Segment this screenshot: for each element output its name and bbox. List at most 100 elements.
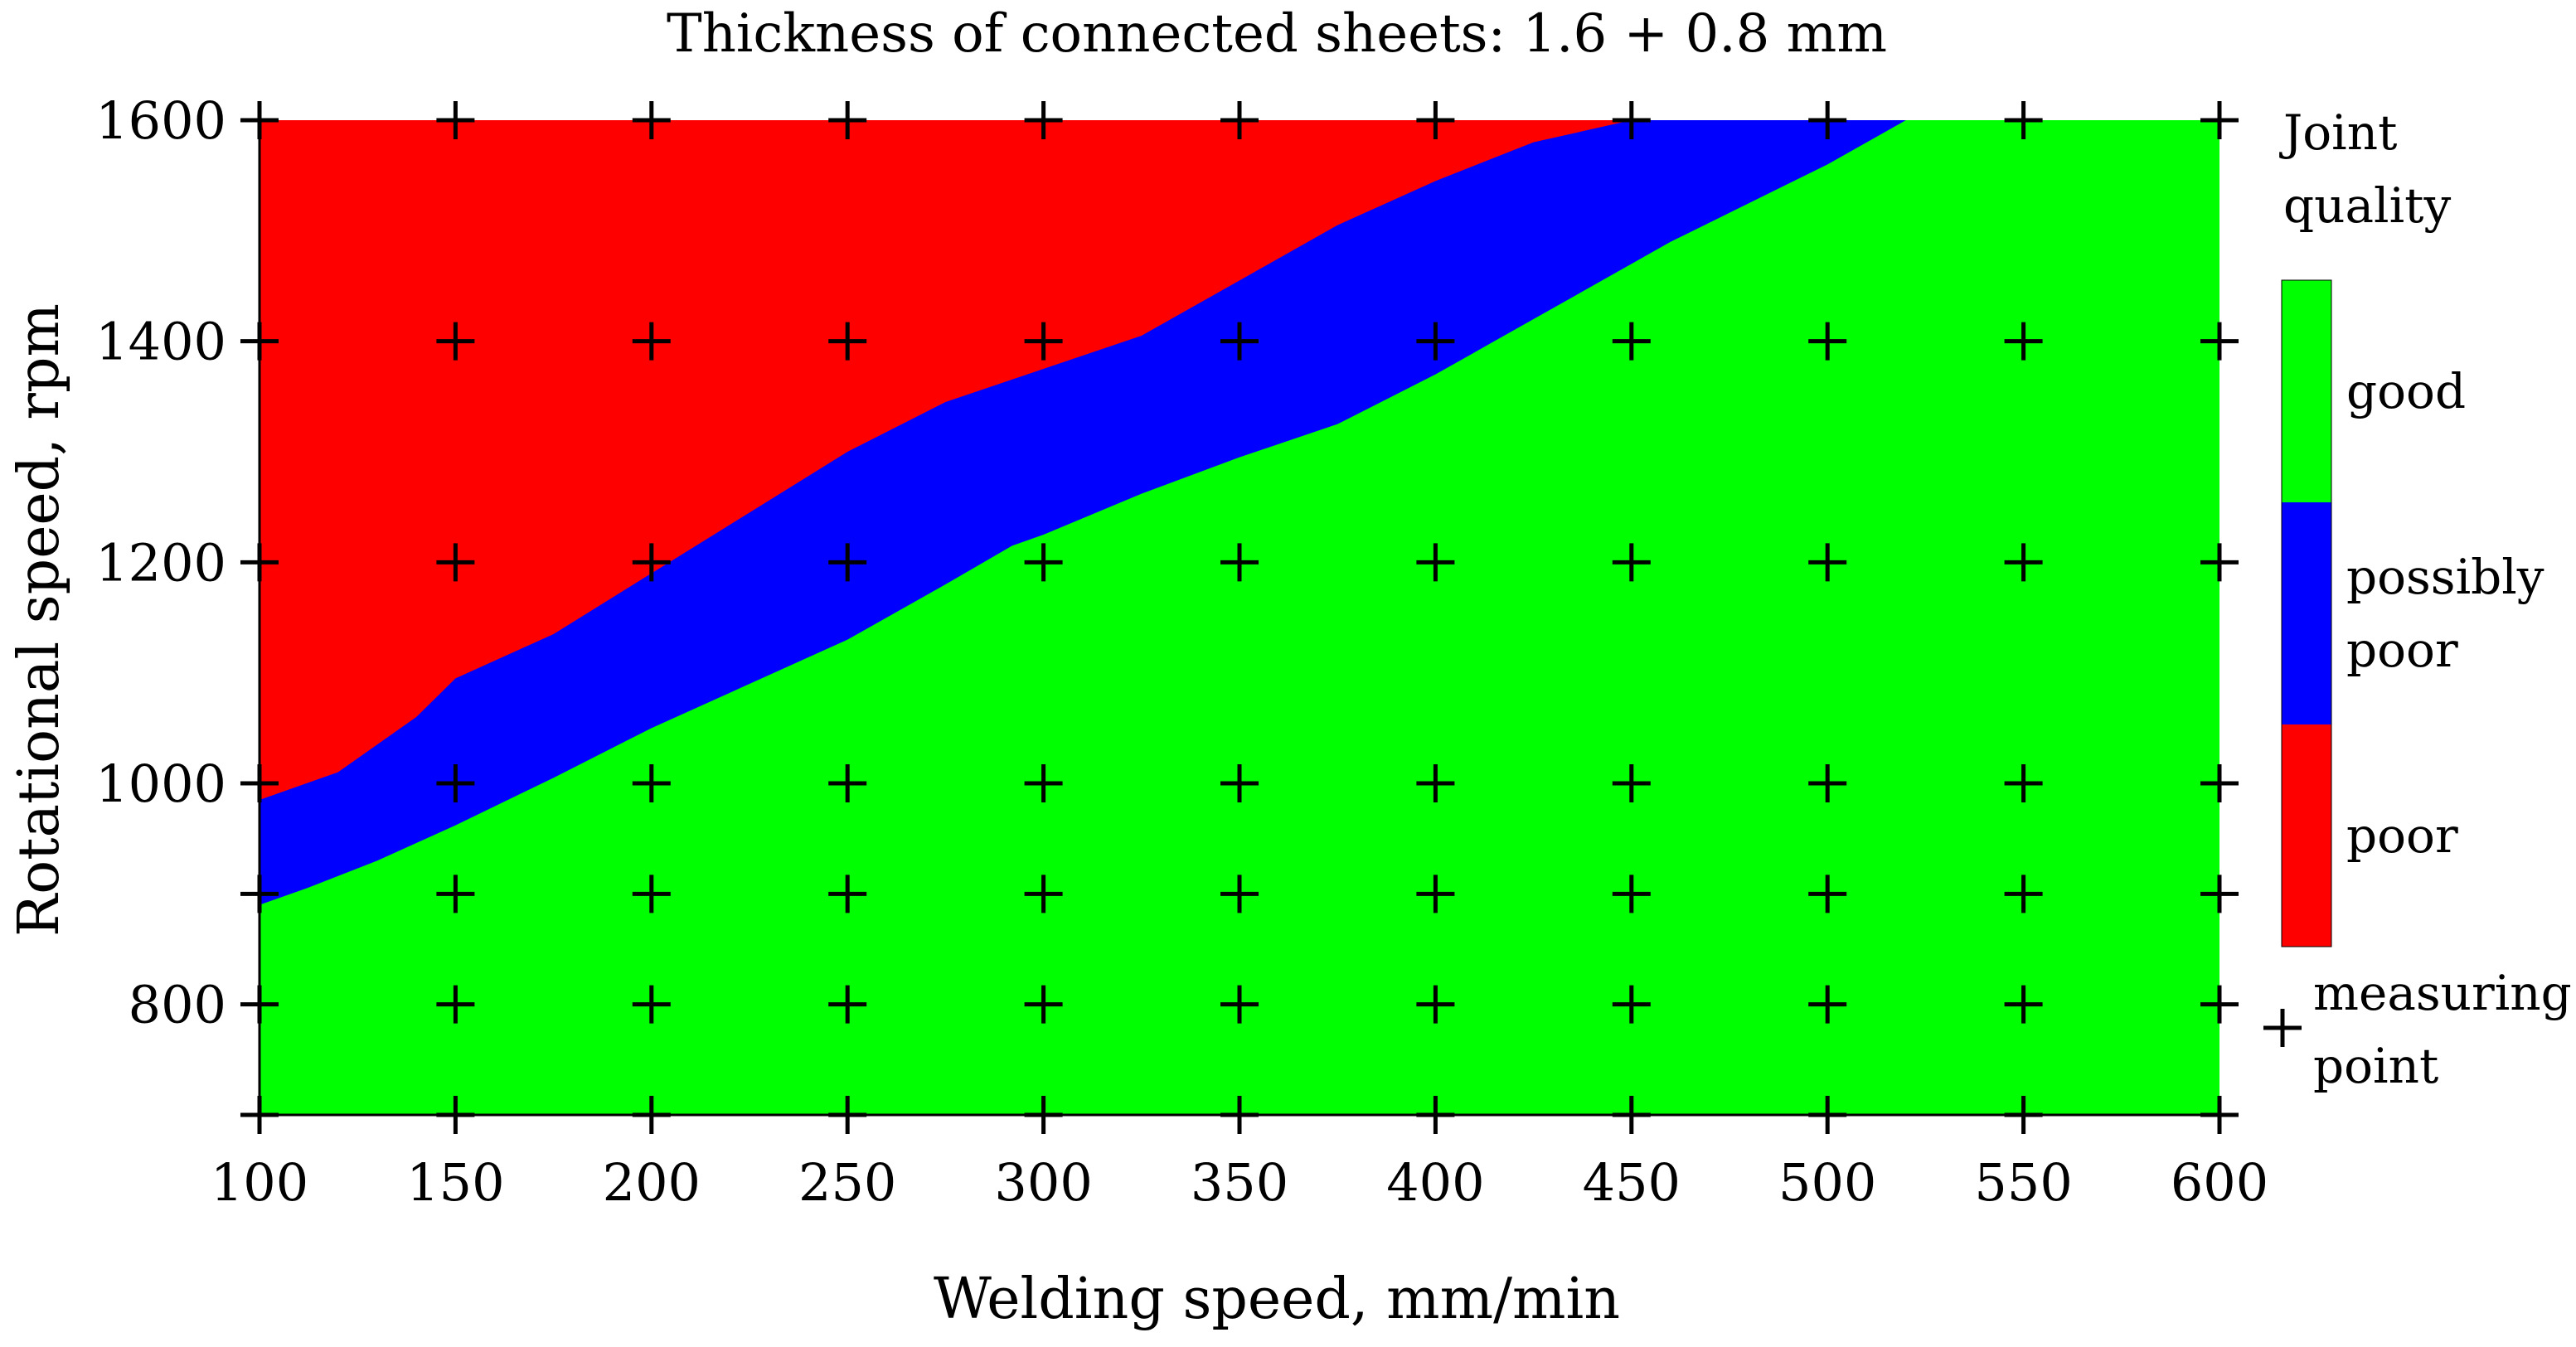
measuring-point-marker <box>828 764 867 802</box>
legend-label-possibly_poor: possibly <box>2346 549 2544 605</box>
measuring-point-marker <box>632 101 671 139</box>
x-tick-label: 350 <box>1191 1152 1288 1213</box>
measuring-point-marker <box>828 1096 867 1134</box>
legend-title: Joint <box>2279 104 2397 161</box>
chart-title: Thickness of connected sheets: 1.6 + 0.8… <box>667 3 1887 65</box>
measuring-point-marker <box>828 875 867 913</box>
measuring-point-marker <box>1612 543 1651 582</box>
measuring-point-marker <box>632 543 671 582</box>
measuring-point-marker <box>2004 1096 2043 1134</box>
measuring-point-marker <box>2004 101 2043 139</box>
measuring-point-marker <box>2200 543 2239 582</box>
measuring-point-marker <box>1024 764 1063 802</box>
measuring-point-marker <box>1024 101 1063 139</box>
y-tick-label: 1400 <box>95 312 226 372</box>
y-tick-label: 1000 <box>95 753 226 814</box>
legend-label-measuring-point: point <box>2313 1038 2438 1094</box>
measuring-point-marker <box>1416 322 1455 361</box>
x-tick-label: 550 <box>1974 1152 2072 1213</box>
measuring-point-marker <box>436 764 475 802</box>
legend-title: quality <box>2283 177 2451 234</box>
x-tick-label: 250 <box>798 1152 896 1213</box>
x-tick-label: 150 <box>406 1152 504 1213</box>
x-tick-label: 300 <box>994 1152 1092 1213</box>
measuring-point-marker <box>240 985 279 1024</box>
measuring-point-marker <box>1612 764 1651 802</box>
legend-label-poor: poor <box>2346 807 2458 864</box>
measuring-point-marker <box>828 101 867 139</box>
measuring-point-marker <box>632 875 671 913</box>
legend-swatch-good <box>2282 280 2331 502</box>
x-tick-label: 400 <box>1386 1152 1484 1213</box>
measuring-point-marker <box>1416 1096 1455 1134</box>
measuring-point-marker <box>828 322 867 361</box>
y-tick-label: 1600 <box>95 90 226 151</box>
x-tick-label: 100 <box>211 1152 308 1213</box>
measuring-point-marker <box>1416 875 1455 913</box>
measuring-point-marker <box>1808 322 1847 361</box>
quality-regions <box>260 120 2219 1115</box>
measuring-point-marker <box>1220 875 1259 913</box>
measuring-point-marker <box>1024 875 1063 913</box>
x-tick-label: 600 <box>2171 1152 2268 1213</box>
measuring-point-marker <box>1220 101 1259 139</box>
measuring-point-marker <box>2200 764 2239 802</box>
y-tick-label: 1200 <box>95 532 226 593</box>
measuring-point-marker <box>1024 985 1063 1024</box>
x-tick-label: 200 <box>603 1152 701 1213</box>
measuring-point-marker <box>1612 322 1651 361</box>
measuring-point-marker <box>2200 985 2239 1024</box>
measuring-point-marker <box>1808 875 1847 913</box>
x-tick-label: 450 <box>1583 1152 1681 1213</box>
legend-label-good: good <box>2346 363 2466 419</box>
legend-label-measuring-point: measuring <box>2313 965 2572 1021</box>
measuring-point-marker <box>240 101 279 139</box>
measuring-point-marker <box>436 543 475 582</box>
measuring-point-marker <box>1220 1096 1259 1134</box>
measuring-point-marker <box>436 875 475 913</box>
y-tick-label: 800 <box>129 975 226 1035</box>
legend-swatch-poor <box>2282 724 2331 947</box>
measuring-point-marker <box>240 875 279 913</box>
measuring-points <box>240 101 2239 1134</box>
measuring-point-marker <box>2004 875 2043 913</box>
measuring-point-marker <box>2004 985 2043 1024</box>
measuring-point-marker <box>1024 543 1063 582</box>
measuring-point-marker <box>1220 764 1259 802</box>
measuring-point-marker <box>1416 101 1455 139</box>
x-tick-label: 500 <box>1778 1152 1876 1213</box>
legend: Joint quality good possibly poor poor measurin… <box>2263 104 2572 1094</box>
measuring-point-marker <box>1612 101 1651 139</box>
measuring-point-marker <box>1416 543 1455 582</box>
measuring-point-marker <box>1808 101 1847 139</box>
measuring-point-marker <box>436 322 475 361</box>
measuring-point-marker <box>1808 1096 1847 1134</box>
measuring-point-marker <box>1808 543 1847 582</box>
measuring-point-marker <box>1220 543 1259 582</box>
measuring-point-marker <box>240 1096 279 1134</box>
measuring-point-marker <box>1024 1096 1063 1134</box>
measuring-point-marker <box>1612 1096 1651 1134</box>
measuring-point-marker <box>436 1096 475 1134</box>
y-axis-label: Rotational speed, rpm <box>7 303 72 937</box>
measuring-point-marker <box>1612 985 1651 1024</box>
measuring-point-marker <box>1220 985 1259 1024</box>
measuring-point-marker <box>2004 543 2043 582</box>
measuring-point-marker <box>2200 101 2239 139</box>
measuring-point-marker <box>1416 764 1455 802</box>
measuring-point-marker <box>632 764 671 802</box>
measuring-point-marker <box>2200 322 2239 361</box>
measuring-point-marker <box>2200 875 2239 913</box>
measuring-point-marker <box>632 322 671 361</box>
measuring-point-marker <box>2200 1096 2239 1134</box>
measuring-point-marker <box>436 101 475 139</box>
measuring-point-marker <box>1808 985 1847 1024</box>
measuring-point-marker <box>828 543 867 582</box>
measuring-point-marker <box>1612 875 1651 913</box>
measuring-point-marker <box>1220 322 1259 361</box>
measuring-point-marker <box>240 543 279 582</box>
measuring-point-marker <box>1024 322 1063 361</box>
measuring-point-marker <box>632 1096 671 1134</box>
